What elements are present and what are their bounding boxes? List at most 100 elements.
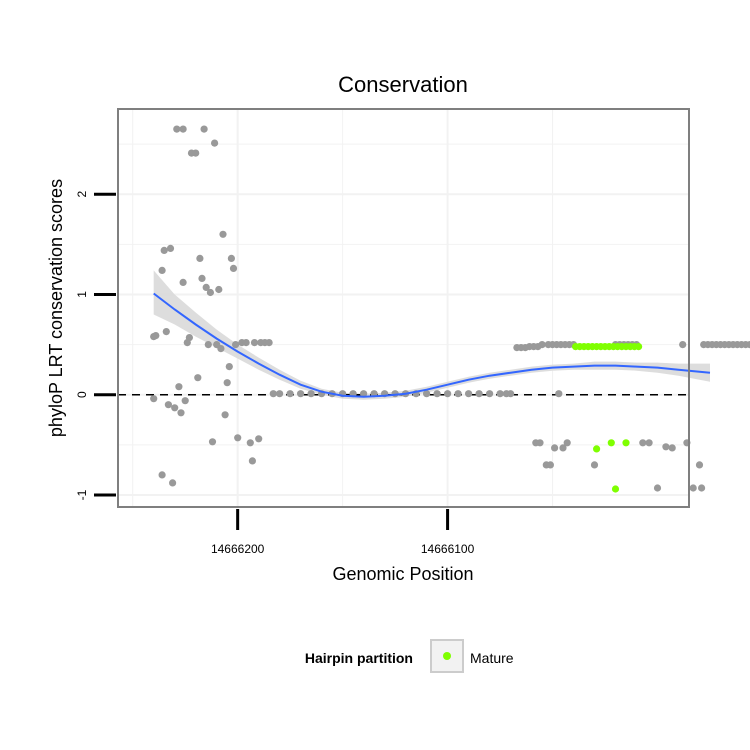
data-point-other — [166, 244, 175, 252]
data-point-other — [297, 390, 305, 398]
legend-label-mature: Mature — [470, 650, 514, 666]
y-axis-title: phyloP LRT conservation scores — [46, 179, 66, 437]
data-point-other — [360, 390, 368, 398]
data-point-other — [164, 401, 172, 409]
data-point-other — [265, 339, 273, 347]
panel-border — [117, 108, 690, 508]
data-point-other — [185, 334, 193, 342]
data-point-other — [242, 339, 250, 347]
x-axis: 14666200 14666100 — [211, 509, 475, 556]
grid — [118, 109, 689, 507]
data-point-other — [486, 390, 494, 398]
x-axis-title: Genomic Position — [332, 564, 473, 584]
data-point-other — [662, 443, 670, 451]
data-point-other — [200, 125, 208, 133]
data-point-other — [689, 484, 697, 492]
data-point-other — [211, 139, 219, 147]
data-point-other — [206, 288, 214, 297]
data-point-other — [204, 341, 212, 349]
y-axis: -1 0 1 2 — [75, 191, 116, 500]
data-point-other — [536, 439, 544, 447]
data-point-other — [162, 328, 170, 336]
data-point-other — [507, 390, 515, 398]
points-other — [150, 125, 750, 492]
data-point-other — [196, 254, 204, 262]
data-point-other — [246, 439, 254, 447]
data-point-other — [444, 390, 452, 398]
data-point-other — [590, 461, 599, 469]
y-tick-label: 2 — [75, 191, 89, 198]
data-point-other — [202, 283, 210, 291]
data-point-other — [653, 484, 662, 492]
data-point-other — [173, 125, 181, 133]
data-point-other — [276, 390, 284, 398]
data-point-other — [465, 390, 473, 398]
y-tick-label: 1 — [75, 291, 89, 298]
data-point-other — [307, 390, 315, 398]
chart-title: Conservation — [338, 72, 468, 97]
data-point-other — [475, 390, 483, 398]
data-point-other — [198, 274, 206, 282]
data-point-other — [563, 439, 571, 447]
data-point-other — [668, 444, 676, 452]
y-tick-label: -1 — [75, 489, 89, 500]
data-point-other — [286, 390, 294, 398]
data-point-other — [160, 246, 168, 254]
data-point-other — [234, 434, 242, 442]
data-point-other — [181, 397, 189, 405]
data-point-other — [221, 411, 229, 419]
data-point-other — [255, 435, 263, 443]
data-point-other — [639, 439, 647, 447]
data-point-other — [192, 149, 200, 157]
data-point-other — [194, 374, 202, 382]
data-point-other — [698, 484, 706, 492]
data-point-other — [423, 390, 431, 398]
data-point-other — [433, 390, 441, 398]
data-point-mature — [622, 439, 630, 447]
data-point-other — [454, 390, 462, 398]
points-mature — [572, 343, 643, 493]
x-tick-label: 14666100 — [421, 542, 475, 556]
data-point-other — [232, 341, 240, 349]
data-point-mature — [635, 343, 643, 351]
data-point-other — [215, 285, 223, 294]
data-point-other — [555, 390, 563, 398]
data-point-other — [223, 379, 231, 387]
smooth-line — [153, 292, 711, 398]
data-point-other — [250, 339, 259, 347]
data-point-other — [645, 439, 653, 447]
data-point-other — [538, 341, 546, 349]
smooth-curve — [153, 292, 711, 398]
data-point-mature — [607, 439, 615, 447]
data-point-other — [152, 332, 160, 340]
legend-title: Hairpin partition — [305, 650, 413, 666]
data-point-other — [208, 438, 217, 446]
data-point-other — [150, 395, 158, 403]
legend: Hairpin partition Mature — [305, 639, 514, 673]
data-point-other — [158, 471, 166, 479]
x-tick-label: 14666200 — [211, 542, 265, 556]
data-point-other — [695, 461, 704, 469]
data-point-other — [227, 254, 235, 262]
legend-key-mature — [443, 652, 451, 660]
data-point-other — [175, 383, 183, 391]
data-point-other — [269, 390, 277, 398]
data-point-other — [559, 444, 567, 452]
data-point-other — [169, 479, 177, 487]
data-point-other — [229, 264, 238, 272]
data-point-other — [217, 345, 225, 353]
data-point-other — [179, 278, 187, 286]
data-point-other — [171, 404, 179, 412]
data-point-other — [679, 341, 687, 349]
data-point-mature — [593, 445, 601, 453]
y-tick-label: 0 — [75, 391, 89, 398]
data-point-other — [219, 230, 227, 238]
data-point-other — [179, 125, 187, 133]
data-point-mature — [611, 485, 620, 493]
data-point-other — [496, 390, 504, 398]
data-point-other — [177, 409, 185, 417]
data-point-other — [225, 363, 233, 371]
data-point-other — [746, 341, 750, 349]
data-point-other — [551, 444, 559, 452]
